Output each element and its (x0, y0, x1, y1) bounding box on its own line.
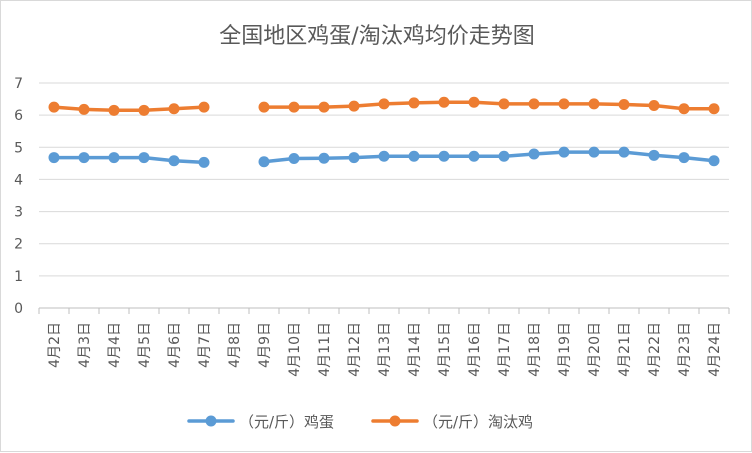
data-point (468, 96, 480, 108)
x-tick-label: 4月19日 (557, 322, 573, 377)
data-point (438, 96, 450, 108)
x-tick-label: 4月5日 (137, 322, 153, 368)
x-tick-label: 4月24日 (707, 322, 723, 377)
data-point (708, 155, 720, 167)
data-point (288, 153, 300, 165)
axes: 0 1 2 3 4 5 6 7 4月2日 4月3日 4月4日 4月5日 4月6日 4月7日 4月8日 4月9日… (14, 76, 730, 377)
data-point (438, 150, 450, 162)
data-point (708, 103, 720, 115)
data-point (348, 152, 360, 164)
y-tick-label-1: 1 (14, 269, 23, 285)
x-tick-label: 4月6日 (167, 322, 183, 368)
data-point (78, 152, 90, 164)
data-point (618, 146, 630, 158)
x-tick-label: 4月11日 (317, 322, 333, 377)
legend-label-0: （元/斤）鸡蛋 (239, 413, 334, 431)
data-point (558, 146, 570, 158)
chart-title: 全国地区鸡蛋/淘汰鸡均价走势图 (219, 24, 534, 49)
data-point (318, 152, 330, 164)
series-lines (48, 96, 720, 168)
x-tick-label: 4月22日 (647, 322, 663, 377)
x-tick-label: 4月4日 (107, 322, 123, 368)
y-tick-label-5: 5 (14, 140, 23, 156)
data-point (678, 103, 690, 115)
x-tick-label: 4月23日 (677, 322, 693, 377)
x-tick-label: 4月15日 (437, 322, 453, 377)
data-point (468, 150, 480, 162)
data-point (138, 104, 150, 116)
data-point (168, 155, 180, 167)
data-point (588, 98, 600, 110)
x-tick-label: 4月12日 (347, 322, 363, 377)
legend-marker-0 (205, 415, 217, 427)
data-point (48, 152, 60, 164)
data-point (498, 150, 510, 162)
x-tick-label: 4月14日 (407, 322, 423, 377)
x-tick-label: 4月17日 (497, 322, 513, 377)
x-tick-label: 4月2日 (47, 322, 63, 368)
data-point (558, 98, 570, 110)
data-point (198, 101, 210, 113)
x-tick-label: 4月13日 (377, 322, 393, 377)
data-point (318, 101, 330, 113)
y-tick-label-6: 6 (14, 108, 23, 124)
data-point (378, 98, 390, 110)
legend: （元/斤）鸡蛋 （元/斤）淘汰鸡 (187, 413, 533, 431)
data-point (168, 103, 180, 115)
data-point (588, 146, 600, 158)
data-point (618, 99, 630, 111)
y-tick-label-7: 7 (14, 76, 23, 92)
data-point (408, 150, 420, 162)
x-tick-label: 4月20日 (587, 322, 603, 377)
legend-marker-1 (389, 415, 401, 427)
x-tick-label: 4月16日 (467, 322, 483, 377)
data-point (648, 100, 660, 111)
data-point (528, 148, 540, 160)
x-tick-label: 4月10日 (287, 322, 303, 377)
x-tick-label: 4月3日 (77, 322, 93, 368)
legend-label-1: （元/斤）淘汰鸡 (423, 413, 533, 431)
data-point (678, 152, 690, 164)
data-point (108, 104, 120, 116)
data-point (288, 101, 300, 113)
x-tick-label: 4月8日 (227, 322, 243, 368)
data-point (48, 101, 60, 113)
x-tick-label: 4月21日 (617, 322, 633, 377)
data-point (648, 149, 660, 161)
y-tick-label-4: 4 (14, 172, 23, 188)
data-point (348, 100, 360, 112)
x-tick-label: 4月7日 (197, 322, 213, 368)
y-tick-label-0: 0 (14, 301, 23, 317)
data-point (138, 152, 150, 164)
x-tick-label: 4月18日 (527, 322, 543, 377)
data-point (528, 98, 540, 110)
data-point (408, 97, 420, 109)
data-point (258, 101, 270, 113)
data-point (378, 150, 390, 162)
data-point (258, 156, 270, 168)
data-point (498, 98, 510, 110)
data-point (198, 156, 210, 168)
data-point (78, 103, 90, 115)
x-tick-label: 4月9日 (257, 322, 273, 368)
y-tick-label-3: 3 (14, 205, 23, 221)
gridlines (39, 82, 729, 277)
y-tick-label-2: 2 (14, 237, 23, 253)
data-point (108, 152, 120, 164)
